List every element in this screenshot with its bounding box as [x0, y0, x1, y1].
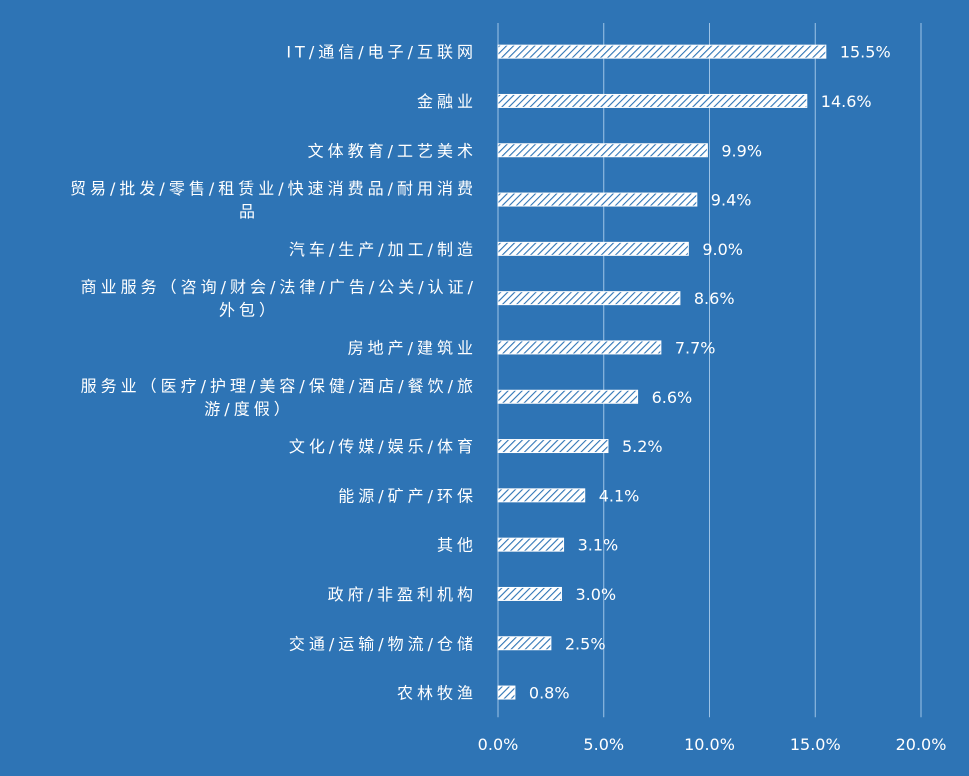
- data-label: 9.4%: [711, 191, 752, 210]
- category-label: 服务业（医疗/护理/美容/保健/酒店/餐饮/旅: [81, 376, 477, 395]
- bar: [497, 241, 689, 256]
- category-label: 房地产/建筑业: [348, 338, 477, 357]
- category-label: 文体教育/工艺美术: [308, 141, 477, 160]
- category-label: 金融业: [417, 92, 477, 111]
- data-label: 7.7%: [675, 338, 716, 357]
- category-label-continued: 外包）: [219, 301, 279, 320]
- bar: [497, 586, 562, 601]
- bar: [497, 340, 662, 355]
- bar: [497, 636, 552, 651]
- bar: [497, 439, 609, 454]
- data-label: 14.6%: [821, 92, 872, 111]
- category-label: 商业服务（咨询/财会/法律/广告/公关/认证/: [81, 278, 477, 297]
- category-label: 汽车/生产/加工/制造: [289, 240, 477, 259]
- bar: [497, 143, 708, 158]
- bar: [497, 192, 698, 207]
- data-label: 2.5%: [565, 634, 606, 653]
- x-tick-label: 5.0%: [583, 735, 624, 754]
- bars: [497, 44, 827, 700]
- x-tick-label: 15.0%: [790, 735, 841, 754]
- data-label: 4.1%: [599, 486, 640, 505]
- x-tick-label: 20.0%: [896, 735, 947, 754]
- bar: [497, 291, 681, 306]
- category-label: 其他: [437, 536, 477, 555]
- category-label: 贸易/批发/零售/租赁业/快速消费品/耐用消费: [70, 179, 477, 198]
- data-label: 8.6%: [694, 289, 735, 308]
- value-labels: 15.5% 14.6% 9.9% 9.4% 9.0% 8.6% 7.7% 6.6% 5.2% 4.…: [529, 43, 891, 703]
- bar: [497, 389, 639, 404]
- category-labels: IT/通信/电子/互联网金融业文体教育/工艺美术贸易/批发/零售/租赁业/快速消…: [70, 43, 477, 703]
- x-tick-label: 10.0%: [684, 735, 735, 754]
- bar: [497, 488, 586, 503]
- category-label: 农林牧渔: [397, 684, 477, 703]
- bar: [497, 685, 516, 700]
- data-label: 15.5%: [840, 43, 891, 62]
- data-label: 6.6%: [652, 388, 693, 407]
- data-label: 0.8%: [529, 684, 570, 703]
- x-tick-label: 0.0%: [478, 735, 519, 754]
- category-label: IT/通信/电子/互联网: [286, 43, 477, 62]
- data-label: 3.0%: [575, 585, 616, 604]
- category-label: 政府/非盈利机构: [328, 585, 477, 604]
- data-label: 5.2%: [622, 437, 663, 456]
- data-label: 9.9%: [721, 141, 762, 160]
- category-label: 交通/运输/物流/仓储: [289, 634, 477, 653]
- category-label-continued: 品: [239, 202, 259, 221]
- gridlines: [497, 23, 922, 718]
- data-label: 3.1%: [578, 536, 619, 555]
- bar: [497, 537, 565, 552]
- category-label-continued: 游/度假）: [204, 399, 293, 418]
- data-label: 9.0%: [702, 240, 743, 259]
- category-label: 能源/矿产/环保: [338, 486, 477, 505]
- x-axis-ticks: 0.0% 5.0% 10.0% 15.0% 20.0%: [478, 735, 947, 754]
- category-label: 文化/传媒/娱乐/体育: [289, 437, 477, 456]
- bar: [497, 93, 808, 108]
- bar: [497, 44, 827, 59]
